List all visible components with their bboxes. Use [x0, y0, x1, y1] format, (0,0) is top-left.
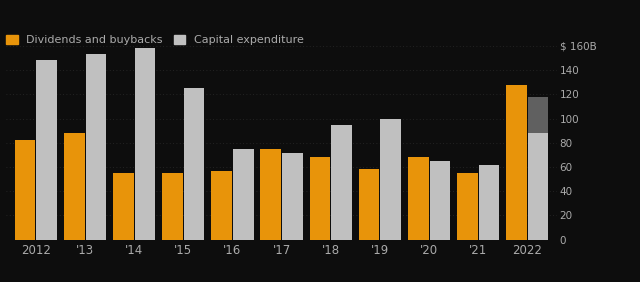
Bar: [282, 153, 303, 240]
Bar: [429, 161, 450, 240]
Bar: [86, 54, 106, 240]
Bar: [457, 173, 477, 240]
Bar: [359, 169, 380, 240]
Bar: [162, 173, 183, 240]
Bar: [310, 157, 330, 240]
Bar: [211, 171, 232, 240]
Bar: [408, 157, 429, 240]
Bar: [233, 149, 253, 240]
Bar: [528, 133, 548, 240]
Bar: [134, 49, 156, 240]
Bar: [64, 133, 84, 240]
Bar: [380, 119, 401, 240]
Bar: [15, 140, 35, 240]
Bar: [260, 149, 281, 240]
Bar: [332, 125, 352, 240]
Bar: [528, 97, 548, 133]
Bar: [36, 60, 57, 240]
Bar: [479, 165, 499, 240]
Bar: [113, 173, 134, 240]
Legend: Dividends and buybacks, Capital expenditure: Dividends and buybacks, Capital expendit…: [6, 35, 304, 45]
Bar: [506, 85, 527, 240]
Bar: [184, 88, 204, 240]
